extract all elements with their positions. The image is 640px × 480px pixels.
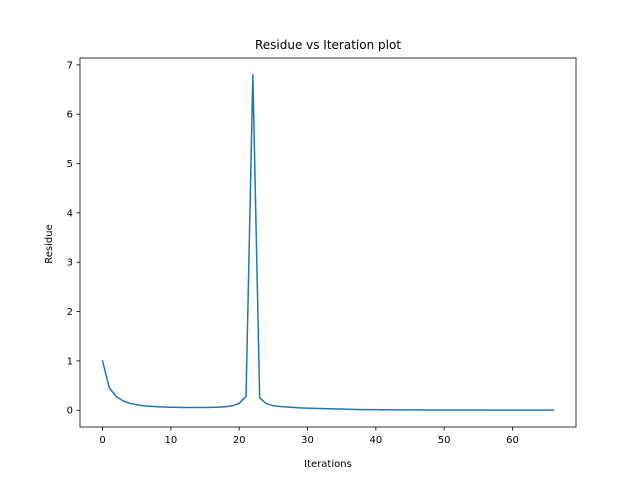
x-tick-label: 0 bbox=[99, 435, 105, 446]
x-tick-label: 30 bbox=[301, 435, 314, 446]
y-tick-label: 4 bbox=[67, 208, 73, 219]
chart-title: Residue vs Iteration plot bbox=[255, 38, 401, 52]
plot-area: 0 10 20 30 40 50 60 0 1 2 3 4 5 6 7 bbox=[67, 57, 577, 446]
x-tick-label: 50 bbox=[438, 435, 451, 446]
series-line-0 bbox=[101, 74, 555, 411]
x-tick-label: 20 bbox=[233, 435, 246, 446]
y-tick-label: 7 bbox=[67, 60, 73, 71]
plot-frame bbox=[79, 57, 577, 428]
x-tick-label: 40 bbox=[369, 435, 382, 446]
y-tick-label: 5 bbox=[67, 159, 73, 170]
y-tick-label: 0 bbox=[67, 406, 73, 417]
x-tick-label: 10 bbox=[164, 435, 177, 446]
x-tick-label: 60 bbox=[506, 435, 519, 446]
y-tick-label: 1 bbox=[67, 356, 73, 367]
y-tick-label: 6 bbox=[67, 110, 73, 121]
y-tick-label: 3 bbox=[67, 258, 73, 269]
x-axis-label: Iterations bbox=[304, 459, 352, 470]
y-axis-label: Residue bbox=[44, 224, 55, 263]
y-tick-label: 2 bbox=[67, 307, 73, 318]
